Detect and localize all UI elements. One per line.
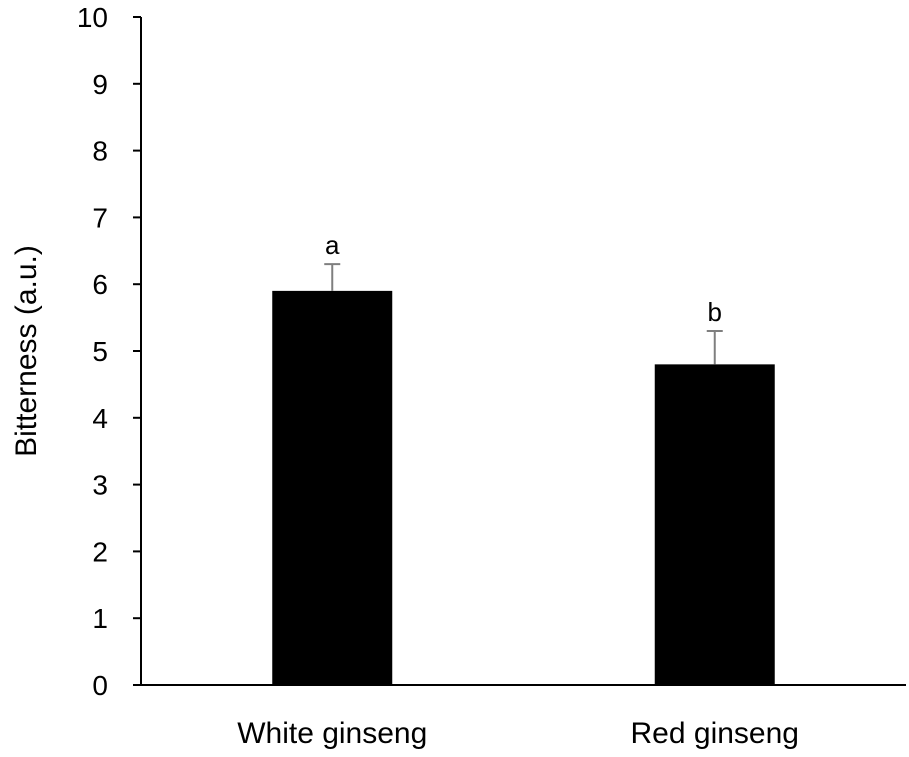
significance-labels: ab	[325, 230, 722, 327]
y-tick-label: 4	[92, 403, 108, 434]
bar-white-ginseng	[272, 290, 393, 685]
bar-red-ginseng	[654, 364, 775, 685]
x-category-label: White ginseng	[237, 717, 427, 750]
y-tick-label: 6	[92, 269, 108, 300]
significance-label: a	[325, 230, 340, 260]
x-category-label: Red ginseng	[631, 717, 799, 750]
y-tick-label: 9	[92, 69, 108, 100]
y-tick-label: 5	[92, 336, 108, 367]
y-tick-label: 7	[92, 202, 108, 233]
bars	[272, 290, 775, 685]
significance-label: b	[708, 297, 722, 327]
y-tick-label: 3	[92, 470, 108, 501]
y-axis-title: Bitterness (a.u.)	[10, 245, 43, 457]
error-bars	[324, 263, 723, 365]
y-tick-label: 1	[92, 603, 108, 634]
x-axis-labels: White ginseng Red ginseng	[237, 717, 799, 750]
y-axis-ticks: 0 1 2 3 4 5 6 7 8 9 10	[77, 2, 141, 701]
y-tick-label: 2	[92, 536, 108, 567]
y-tick-label: 10	[77, 2, 108, 33]
y-tick-label: 8	[92, 136, 108, 167]
y-tick-label: 0	[92, 670, 108, 701]
